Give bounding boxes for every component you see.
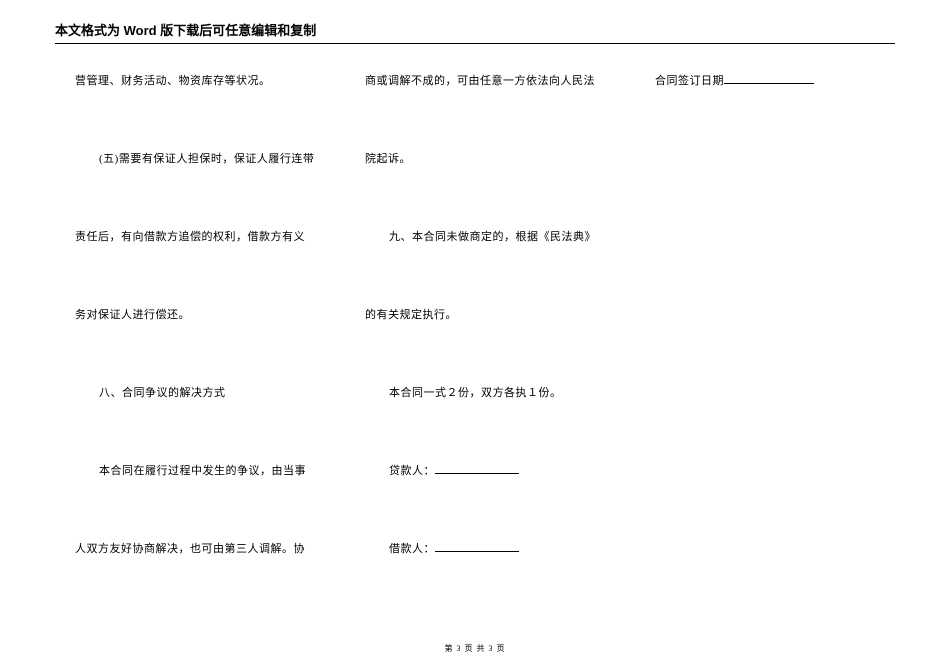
page-footer: 第 3 页 共 3 页 bbox=[0, 643, 950, 654]
text-r6-c2: 贷款人： bbox=[365, 462, 519, 481]
borrower-label: 借款人： bbox=[389, 543, 435, 555]
lender-blank bbox=[435, 462, 519, 474]
text-r4-c2: 的有关规定执行。 bbox=[365, 306, 457, 325]
text-r6-c1: 本合同在履行过程中发生的争议，由当事 bbox=[75, 462, 306, 481]
signing-date-blank bbox=[724, 72, 814, 84]
signing-date-label: 合同签订日期 bbox=[655, 75, 724, 87]
document-body: 营管理、财务活动、物资库存等状况。 商或调解不成的，可由任意一方依法向人民法 合… bbox=[75, 72, 875, 612]
text-r2-c2: 院起诉。 bbox=[365, 150, 411, 169]
text-r2-c1: (五)需要有保证人担保时，保证人履行连带 bbox=[75, 150, 314, 169]
text-r5-c1: 八、合同争议的解决方式 bbox=[75, 384, 226, 403]
text-r7-c1: 人双方友好协商解决，也可由第三人调解。协 bbox=[75, 540, 305, 559]
borrower-blank bbox=[435, 540, 519, 552]
text-r3-c1: 责任后，有向借款方追偿的权利，借款方有义 bbox=[75, 228, 305, 247]
text-r1-c1: 营管理、财务活动、物资库存等状况。 bbox=[75, 72, 271, 91]
text-r1-c3: 合同签订日期 bbox=[655, 72, 814, 91]
text-r3-c2: 九、本合同未做商定的，根据《民法典》 bbox=[365, 228, 596, 247]
text-r1-c2: 商或调解不成的，可由任意一方依法向人民法 bbox=[365, 72, 595, 91]
text-r7-c2: 借款人： bbox=[365, 540, 519, 559]
page-header: 本文格式为 Word 版下载后可任意编辑和复制 bbox=[55, 20, 895, 44]
page-number: 第 3 页 共 3 页 bbox=[445, 644, 506, 653]
header-text: 本文格式为 Word 版下载后可任意编辑和复制 bbox=[55, 23, 316, 38]
lender-label: 贷款人： bbox=[389, 465, 435, 477]
text-r5-c2: 本合同一式２份，双方各执１份。 bbox=[365, 384, 562, 403]
text-r4-c1: 务对保证人进行偿还。 bbox=[75, 306, 190, 325]
